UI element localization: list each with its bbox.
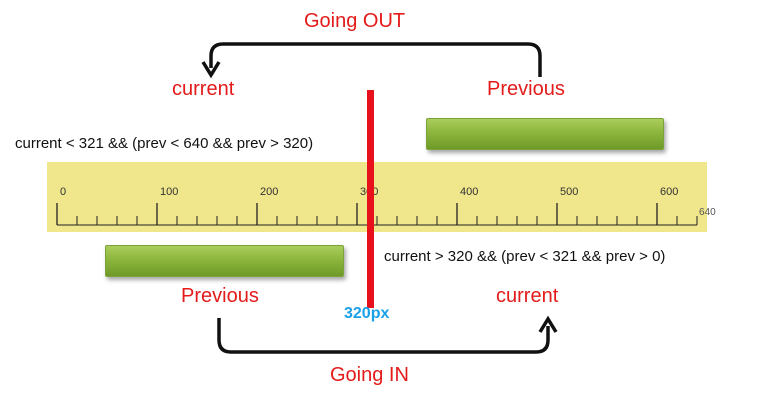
ruler-tick-label: 600 [660,186,678,198]
marker-line [367,90,374,308]
ruler-tick-label: 500 [560,186,578,198]
going-out-arrowhead [201,61,221,79]
ruler-tick-label: 100 [160,186,178,198]
condition-out-text: current < 321 && (prev < 640 && prev > 3… [15,135,314,152]
going-out-label: Going OUT [304,10,406,32]
ruler-tick-label: 0 [60,186,66,198]
marker-label: 320px [344,305,390,322]
ruler-end-label: 640 [699,207,716,218]
top-previous-label: Previous [487,78,565,100]
bottom-current-label: current [496,285,559,307]
previous-bar-top [426,118,664,150]
ruler-tick-label: 200 [260,186,278,198]
going-in-label: Going IN [330,364,409,386]
top-current-label: current [172,78,235,100]
going-in-arrow [217,318,550,354]
ruler-tick-label: 400 [460,186,478,198]
bottom-previous-label: Previous [181,285,259,307]
going-out-arrow [209,42,542,77]
going-in-arrowhead [538,315,558,333]
condition-in-text: current > 320 && (prev < 321 && prev > 0… [384,248,666,265]
previous-bar-bottom [105,245,344,277]
